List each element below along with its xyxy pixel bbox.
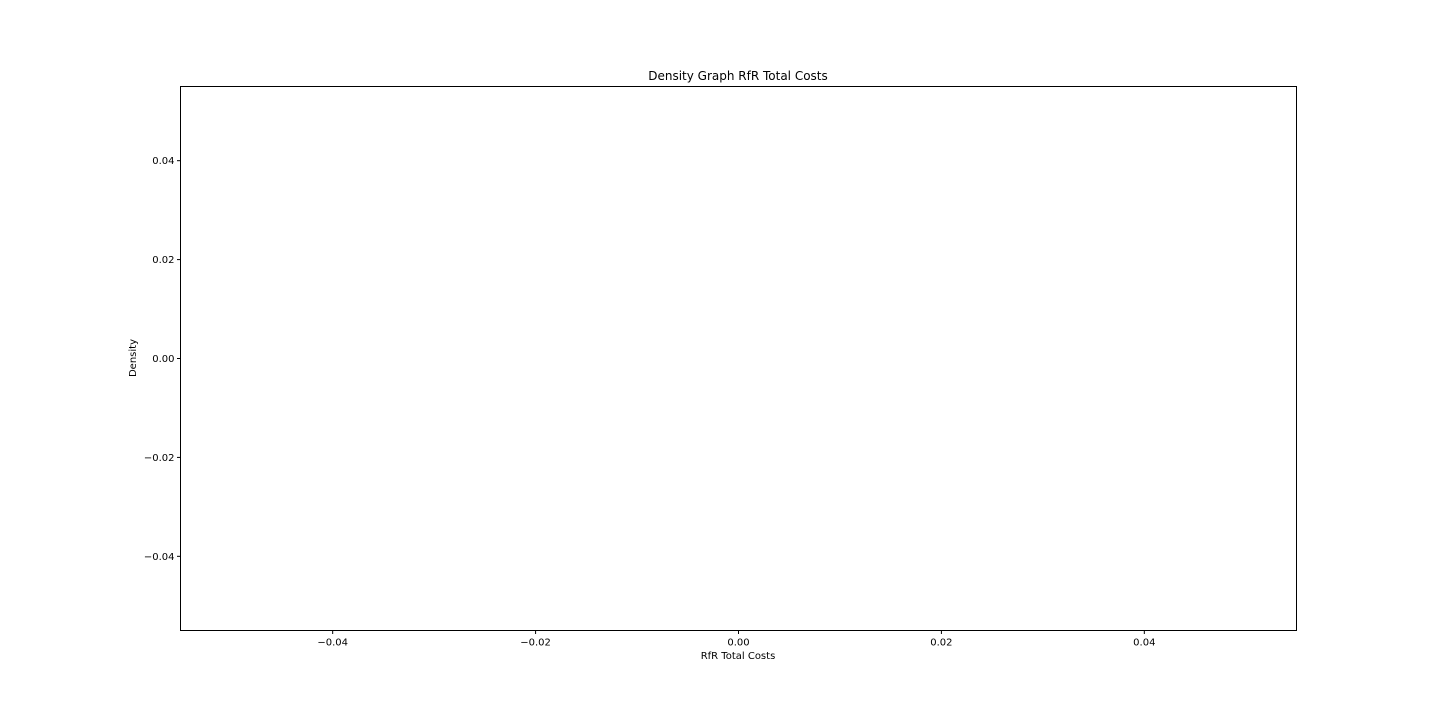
- plot-frame: [180, 86, 1297, 631]
- x-tick-label: 0.04: [1133, 638, 1155, 649]
- x-tick-label: −0.02: [520, 638, 551, 649]
- x-axis: −0.04 −0.02 0.00 0.02 0.04: [317, 630, 1155, 649]
- y-axis: 0.04 0.02 0.00 −0.02 −0.04: [144, 156, 181, 563]
- chart-title: Density Graph RfR Total Costs: [648, 69, 828, 83]
- y-tick-label: −0.02: [144, 453, 175, 464]
- x-tick-label: 0.00: [727, 638, 749, 649]
- x-tick-label: 0.02: [930, 638, 952, 649]
- y-tick-label: 0.02: [152, 255, 174, 266]
- y-tick-label: 0.04: [152, 156, 174, 167]
- y-tick-label: −0.04: [144, 552, 175, 563]
- y-tick-label: 0.00: [152, 354, 174, 365]
- y-axis-label: Density: [128, 339, 139, 377]
- x-tick-label: −0.04: [317, 638, 348, 649]
- x-axis-label: RfR Total Costs: [701, 651, 776, 662]
